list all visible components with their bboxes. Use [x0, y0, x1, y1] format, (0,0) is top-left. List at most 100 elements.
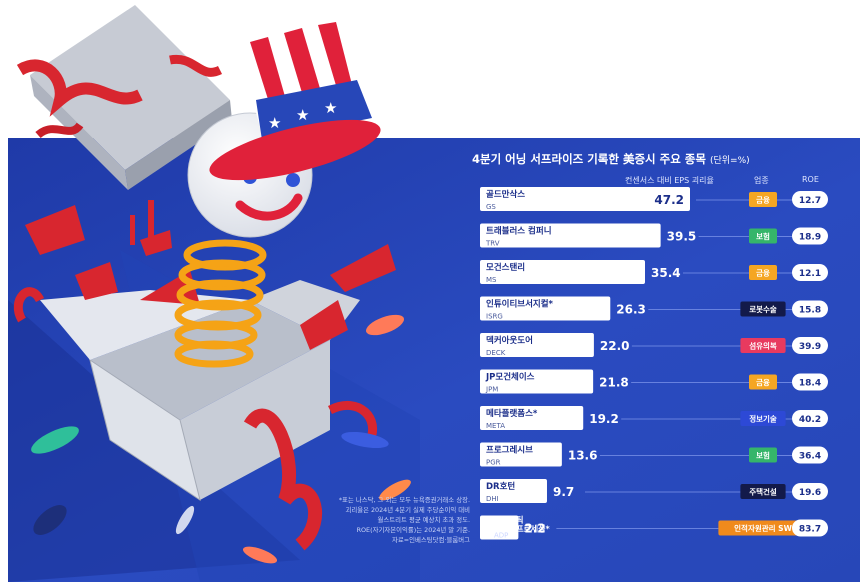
sector-badge — [749, 265, 777, 280]
sector-badge — [749, 374, 777, 390]
roe-badge — [792, 373, 828, 391]
bar-value: 26.3 — [616, 303, 646, 317]
row-name: 골드만삭스 — [486, 189, 525, 200]
roe-value: 36.4 — [799, 452, 821, 462]
unit-note: (단위=%) — [709, 156, 750, 166]
uncle-sam-hat: ★ ★ ★ — [209, 22, 381, 181]
roe-value: 19.6 — [799, 488, 821, 498]
bar-value: 13.6 — [568, 449, 598, 463]
sector-badge — [740, 338, 786, 353]
roe-badge — [792, 227, 828, 245]
box-lid — [16, 5, 232, 190]
row-name: 프로그레시브 — [486, 445, 533, 456]
sector-label: 금융 — [756, 377, 770, 387]
row-ticker: DHI — [486, 495, 499, 503]
roe-value: 40.2 — [799, 415, 821, 425]
bar-trv — [480, 223, 661, 248]
bar-value: 9.7 — [553, 485, 574, 499]
bar-isrg — [480, 296, 611, 321]
bar-jpm — [480, 369, 594, 394]
roe-value: 12.7 — [799, 196, 821, 206]
row-ticker: ISRG — [486, 313, 503, 321]
sector-label: 보험 — [756, 450, 770, 460]
row-ticker: MS — [486, 276, 497, 284]
sector-label: 로봇수술 — [749, 304, 777, 314]
roe-value: 15.8 — [799, 306, 821, 316]
roe-value: 12.1 — [799, 269, 821, 279]
row-name: 트래블러스 컴퍼니 — [486, 226, 552, 237]
footnote-line: 자료=인베스팅닷컴·블룸버그 — [392, 536, 470, 544]
row-ticker: JPM — [485, 386, 498, 394]
sector-label: 섬유의복 — [749, 341, 777, 351]
column-header-surprise: 컨센서스 대비 EPS 괴리율 — [625, 176, 714, 185]
bar-value: 47.2 — [654, 193, 684, 207]
sector-badge — [749, 228, 777, 244]
row-name: 데이터프로세싱* — [494, 524, 551, 534]
row-ticker: DECK — [486, 349, 506, 357]
svg-text:★: ★ — [296, 106, 309, 124]
row-ticker: ADP — [494, 532, 508, 540]
footnote-line: ROE(자기자본이익률)는 2024년 말 기준. — [356, 526, 470, 534]
roe-badge — [792, 483, 828, 500]
row-name: 인튜이티브서지컬* — [486, 299, 554, 310]
row-name: 덱커아웃도어 — [486, 335, 533, 346]
sector-label: 금융 — [756, 268, 770, 278]
bar-deck — [480, 333, 594, 357]
confetti — [25, 200, 396, 350]
sector-label: 정보기술 — [749, 414, 777, 424]
roe-badge — [792, 264, 828, 281]
footnote: *표는 나스닥, 그 외는 모두 뉴욕증권거래소 상장. 괴리율은 2024년 … — [300, 495, 470, 545]
sector-label: 주택건설 — [749, 487, 777, 497]
roe-badge — [792, 410, 828, 427]
bar-dhi — [480, 479, 547, 503]
column-header-roe: ROE — [802, 175, 819, 184]
svg-text:★: ★ — [324, 99, 337, 117]
bar-value: 22.0 — [600, 339, 630, 353]
bar-value: 19.2 — [589, 412, 619, 426]
row-name: 오토매틱 — [494, 515, 523, 525]
sector-badge — [740, 484, 786, 499]
spring — [174, 239, 267, 368]
row-ticker: GS — [486, 203, 496, 211]
svg-text:★: ★ — [268, 114, 281, 132]
bar-value: 35.4 — [651, 266, 681, 280]
roe-value: 18.9 — [799, 233, 821, 243]
sector-badge — [718, 520, 808, 536]
bar-gs — [480, 187, 690, 211]
roe-value: 39.9 — [799, 342, 821, 352]
bar-value: 39.5 — [667, 230, 697, 244]
row-name: DR호턴 — [486, 481, 515, 492]
bar-meta — [480, 406, 584, 430]
bar-adp — [480, 515, 519, 540]
roe-badge — [792, 446, 828, 464]
bar-ms — [480, 260, 645, 284]
roe-badge — [792, 519, 828, 537]
row-name: JP모건체이스 — [485, 372, 535, 383]
bar-value: 2.2 — [524, 522, 545, 536]
roe-badge — [792, 337, 828, 354]
column-header-sector: 업종 — [754, 176, 769, 185]
row-name: 메타플랫폼스* — [486, 408, 538, 419]
chart-title: 4분기 어닝 서프라이즈 기록한 美증시 주요 종목 (단위=%) — [472, 151, 750, 169]
bar-value: 21.8 — [599, 376, 629, 390]
sector-label: 금융 — [756, 195, 770, 205]
roe-value: 83.7 — [799, 525, 821, 535]
sector-badge — [749, 192, 777, 207]
roe-badge — [792, 300, 828, 318]
footnote-line: 괴리율은 2024년 4분기 실제 주당순이익 대비 — [345, 506, 470, 514]
bar-pgr — [480, 442, 562, 467]
sparks — [31, 314, 411, 564]
row-ticker: PGR — [486, 459, 501, 467]
sector-badge — [740, 301, 786, 317]
sector-label: 보험 — [756, 231, 770, 241]
footnote-line: *표는 나스닥, 그 외는 모두 뉴욕증권거래소 상장. — [338, 496, 470, 504]
sector-label: 인적자원관리 SW — [734, 523, 792, 533]
row-name: 모건스탠리 — [486, 262, 525, 273]
chart-title-text: 4분기 어닝 서프라이즈 기록한 美증시 주요 종목 — [472, 152, 706, 166]
roe-value: 18.4 — [799, 379, 821, 389]
sector-badge — [749, 447, 777, 463]
row-ticker: TRV — [485, 240, 500, 248]
